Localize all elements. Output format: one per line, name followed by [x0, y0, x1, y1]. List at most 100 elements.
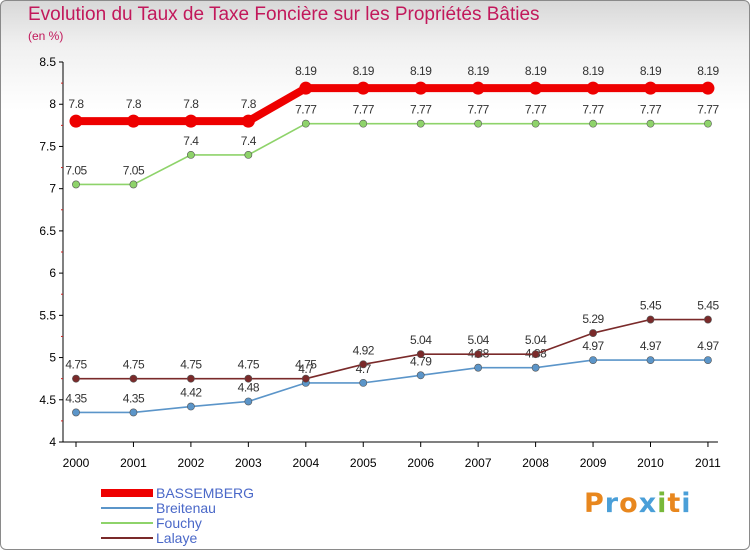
- x-tick-label: 2005: [350, 456, 377, 470]
- data-label: 7.77: [353, 103, 375, 117]
- data-label: 7.77: [697, 103, 719, 117]
- data-label: 4.97: [697, 339, 719, 353]
- data-point: [529, 81, 543, 95]
- data-label: 7.8: [241, 97, 257, 111]
- series-line-fouchy: [76, 122, 708, 186]
- data-point: [359, 378, 368, 387]
- data-point: [416, 371, 425, 380]
- logo-letter: t: [667, 488, 682, 519]
- data-label: 4.92: [353, 343, 375, 357]
- y-tick-label: 8: [49, 97, 56, 111]
- x-tick-label: 2003: [235, 456, 262, 470]
- x-tick-label: 2004: [292, 456, 319, 470]
- data-label: 7.05: [123, 163, 145, 177]
- data-point: [416, 350, 425, 359]
- data-point: [129, 374, 138, 383]
- data-label: 4.7: [298, 362, 314, 376]
- logo-letter: i: [681, 488, 692, 519]
- legend-swatch: [101, 522, 153, 524]
- data-label: 4.75: [65, 358, 87, 372]
- data-point: [646, 119, 655, 128]
- data-point: [186, 150, 195, 159]
- data-point: [414, 81, 428, 95]
- data-point: [701, 81, 715, 95]
- x-tick-label: 2010: [637, 456, 664, 470]
- data-label: 4.75: [238, 358, 260, 372]
- chart-title: Evolution du Taux de Taxe Foncière sur l…: [28, 4, 540, 25]
- data-point: [72, 180, 80, 189]
- data-point: [589, 119, 597, 128]
- data-point: [184, 114, 198, 128]
- x-tick-label: 2000: [63, 456, 90, 470]
- data-label: 7.77: [525, 103, 547, 117]
- y-tick-label: 6: [49, 266, 56, 280]
- data-label: 7.77: [640, 103, 662, 117]
- data-point: [359, 360, 368, 369]
- data-label: 8.19: [525, 64, 547, 78]
- y-tick-label: 5.5: [39, 308, 56, 322]
- data-label: 7.8: [183, 97, 199, 111]
- data-point: [69, 114, 83, 128]
- y-tick-label: 7.5: [39, 139, 56, 153]
- data-point: [704, 356, 712, 364]
- data-label: 8.19: [295, 64, 317, 78]
- legend-swatch: [101, 507, 153, 509]
- series-line-lalaye: [76, 318, 708, 380]
- data-label: 7.4: [183, 134, 199, 148]
- data-label: 4.48: [238, 380, 260, 394]
- data-point: [471, 81, 485, 95]
- y-tick-label: 4.5: [39, 393, 56, 407]
- data-point: [129, 180, 138, 189]
- data-point: [589, 329, 597, 337]
- data-point: [356, 81, 370, 95]
- x-tick-label: 2006: [407, 456, 434, 470]
- data-label: 7.4: [241, 134, 257, 148]
- data-label: 5.45: [640, 299, 662, 313]
- proxiti-logo: Proxiti: [584, 488, 692, 519]
- legend-label: Lalaye: [156, 530, 198, 546]
- y-tick-label: 8.5: [39, 55, 56, 69]
- data-label: 5.04: [410, 333, 432, 347]
- logo-letter: i: [657, 488, 668, 519]
- x-tick-label: 2001: [120, 456, 147, 470]
- y-tick-label: 6.5: [39, 224, 56, 238]
- data-point: [531, 350, 540, 359]
- data-label: 4.97: [640, 339, 662, 353]
- x-tick-label: 2009: [580, 456, 607, 470]
- data-label: 4.75: [180, 358, 202, 372]
- series-line-breitenau: [76, 359, 708, 414]
- data-point: [244, 150, 253, 159]
- data-label: 5.29: [582, 312, 604, 326]
- data-label: 4.75: [295, 358, 317, 372]
- data-point: [241, 114, 255, 128]
- x-tick-label: 2008: [522, 456, 549, 470]
- legend-swatch: [101, 489, 153, 497]
- data-label: 8.19: [353, 64, 375, 78]
- data-point: [644, 81, 657, 95]
- data-label: 4.75: [123, 358, 145, 372]
- data-label: 8.19: [697, 64, 719, 78]
- data-point: [301, 374, 310, 383]
- data-point: [474, 363, 483, 372]
- series-line-bassemberg: [76, 84, 708, 126]
- data-point: [244, 374, 253, 383]
- data-label: 4.79: [410, 354, 432, 368]
- data-point: [416, 119, 425, 128]
- data-label: 4.42: [180, 386, 202, 400]
- data-label: 5.04: [467, 333, 489, 347]
- legend-swatch: [101, 537, 153, 539]
- data-label: 7.8: [68, 97, 84, 111]
- data-point: [186, 402, 195, 411]
- data-label: 8.19: [410, 64, 432, 78]
- data-label: 4.35: [123, 391, 145, 405]
- data-label: 4.35: [65, 391, 87, 405]
- data-point: [586, 81, 600, 95]
- data-point: [72, 374, 80, 383]
- data-point: [474, 350, 483, 359]
- data-point: [531, 119, 540, 128]
- data-label: 8.19: [467, 64, 489, 78]
- data-point: [359, 119, 368, 128]
- data-label: 8.19: [582, 64, 604, 78]
- legend-label: Fouchy: [156, 515, 202, 531]
- data-point: [646, 315, 655, 324]
